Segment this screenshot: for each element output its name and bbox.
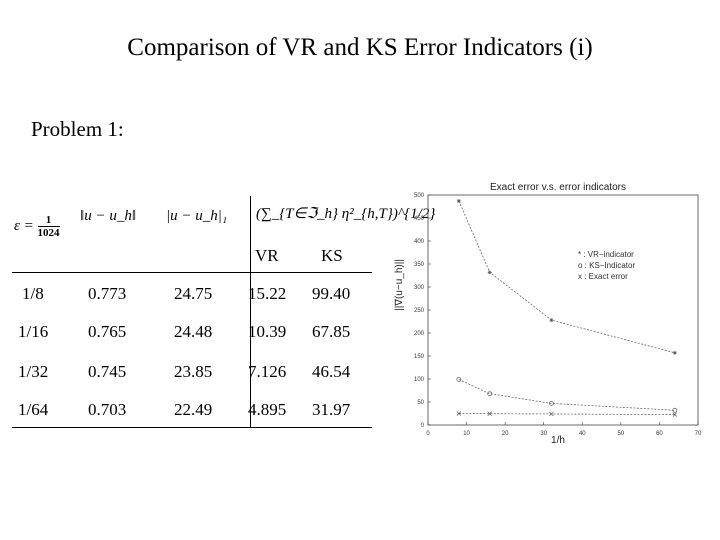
row4-h: 1/64	[18, 400, 49, 419]
row4-l2: 0.703	[88, 400, 127, 419]
data-point-vr	[672, 350, 677, 355]
y-tick-label: 0	[421, 423, 425, 429]
legend-entry-2: o : KS−Indicator	[578, 261, 635, 270]
data-point-ks	[672, 407, 678, 413]
chart-svg: Exact error v.s. error indicators ||∇(u−…	[394, 182, 702, 446]
x-tick-label: 70	[695, 431, 702, 437]
y-tick-label: 200	[414, 331, 425, 337]
data-point-ks	[549, 401, 554, 406]
problem-label: Problem 1:	[31, 117, 124, 141]
data-point-ks	[487, 391, 493, 397]
row3-h: 1/32	[18, 362, 49, 381]
y-tick-label: 400	[414, 239, 425, 245]
x-tick-label: 60	[656, 431, 663, 437]
epsilon-fraction: 1 1024	[37, 214, 60, 239]
data-point-ks	[456, 377, 462, 382]
row3-l2: 0.745	[88, 362, 127, 381]
plot-area: 0 10 20 30 40 50 60 70 0 50 100 150 200 250 300 350 400 4…	[414, 193, 702, 437]
row1-ks: 99.40	[312, 284, 351, 303]
row1-h: 1/8	[22, 284, 44, 303]
x-tick-label: 30	[540, 431, 547, 437]
ks-column-header: KS	[321, 246, 343, 265]
data-point-exact	[549, 411, 554, 417]
series-line-1	[458, 200, 675, 354]
data-point-exact	[672, 412, 678, 417]
legend-entry-3: x : Exact error	[578, 272, 628, 281]
row1-h1: 24.75	[174, 284, 213, 303]
series-line-2	[458, 379, 675, 411]
x-tick-label: 10	[463, 431, 470, 437]
y-tick-label: 350	[414, 262, 425, 268]
data-point-vr	[456, 198, 461, 203]
row4-vr: 4.895	[248, 400, 287, 419]
vr-column-header: VR	[255, 246, 279, 265]
legend-entry-1: * : VR−indicator	[578, 250, 634, 259]
h1-error-header: |u − u_h|₁	[166, 208, 228, 224]
series-line-3	[458, 413, 675, 415]
x-tick-label: 50	[618, 431, 625, 437]
row4-h1: 22.49	[174, 400, 213, 419]
x-tick-label: 20	[502, 431, 509, 437]
y-tick-label: 300	[414, 285, 425, 291]
epsilon-label: ε =	[14, 217, 34, 234]
chart-title: Exact error v.s. error indicators	[490, 182, 626, 193]
y-tick-label: 450	[414, 216, 425, 222]
epsilon-header: ε = 1 1024	[14, 214, 60, 239]
y-tick-label: 250	[414, 308, 425, 314]
l2-error-header: ‖u − u_h‖	[80, 208, 137, 224]
row1-vr: 15.22	[248, 284, 287, 303]
chart-xlabel: 1/h	[551, 435, 565, 445]
error-chart: Exact error v.s. error indicators ||∇(u−…	[380, 175, 710, 446]
row3-ks: 46.54	[312, 362, 351, 381]
row2-vr: 10.39	[248, 322, 287, 341]
indicator-sum-header: (∑_{T∈ℑ_h} η²_{h,T})^{1/2}	[256, 206, 436, 222]
data-point-vr	[487, 270, 492, 275]
table-divider-header	[12, 272, 372, 273]
row2-h: 1/16	[18, 322, 49, 341]
table-divider-bottom	[12, 427, 372, 428]
x-tick-label: 0	[426, 431, 430, 437]
row3-h1: 23.85	[174, 362, 213, 381]
epsilon-denominator: 1024	[37, 227, 60, 239]
page-title: Comparison of VR and KS Error Indicators…	[127, 34, 593, 61]
data-point-vr	[549, 318, 554, 323]
row2-h1: 24.48	[174, 322, 213, 341]
row2-l2: 0.765	[88, 322, 127, 341]
results-table: ε = 1 1024 ‖u − u_h‖ |u − u_h|₁ (∑_{T∈ℑ_…	[12, 196, 435, 428]
row1-l2: 0.773	[88, 284, 127, 303]
table-divider-vertical	[250, 196, 251, 428]
data-point-exact	[456, 411, 462, 416]
row4-ks: 31.97	[312, 400, 351, 419]
plot-frame	[427, 194, 699, 426]
data-point-exact	[487, 411, 492, 416]
epsilon-numerator: 1	[37, 214, 60, 227]
y-tick-label: 100	[414, 377, 425, 383]
y-tick-label: 150	[414, 354, 425, 360]
chart-ylabel: ||∇(u−u_h)||	[394, 259, 405, 311]
x-tick-label: 40	[579, 431, 586, 437]
row3-vr: 7.126	[248, 362, 287, 381]
y-tick-label: 500	[414, 193, 425, 199]
row2-ks: 67.85	[312, 322, 351, 341]
y-tick-label: 50	[417, 400, 424, 406]
